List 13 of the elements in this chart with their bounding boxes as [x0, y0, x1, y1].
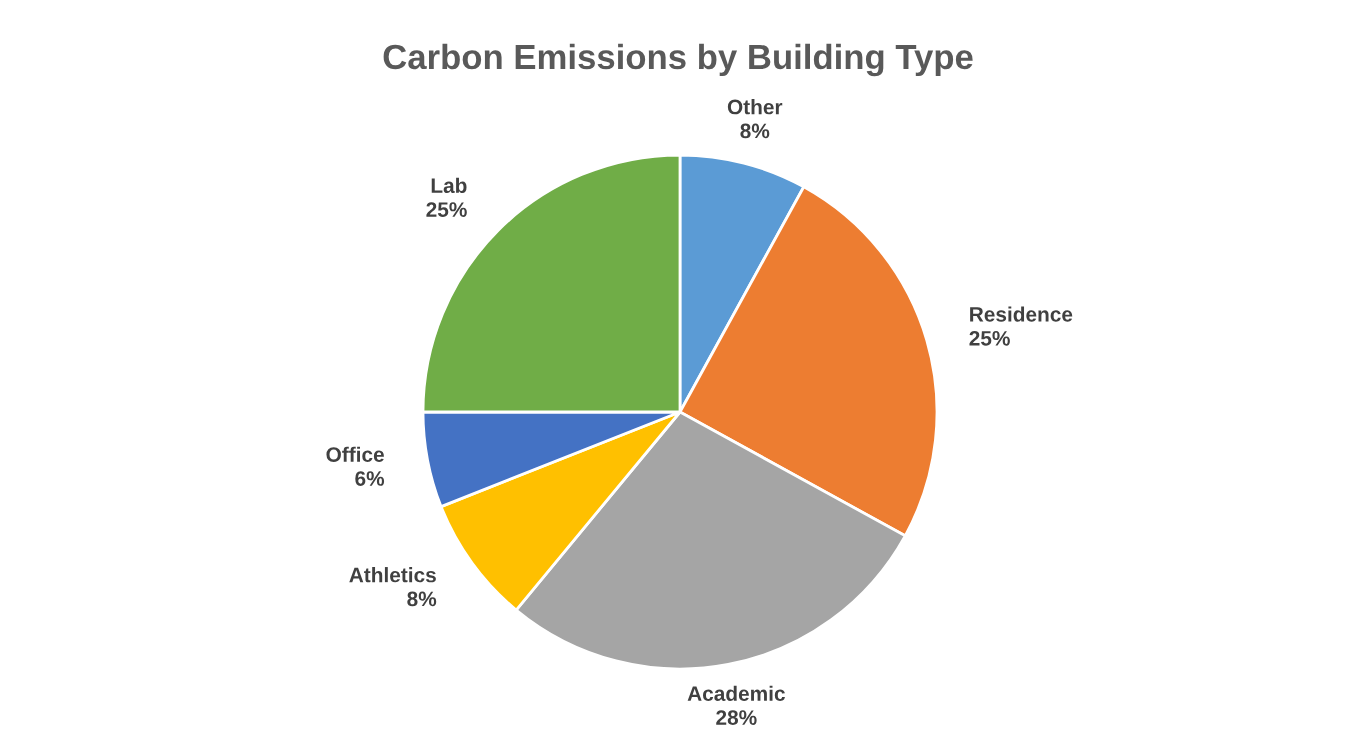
slice-label: Academic — [687, 685, 785, 701]
slice-label: Office — [326, 446, 384, 462]
slice-label: Athletics — [349, 567, 436, 583]
data-label: 25% — [426, 202, 467, 217]
data-label: 8% — [740, 123, 770, 139]
slice-label: Other — [727, 99, 783, 115]
slice-label: Residence — [970, 306, 1073, 322]
slice-label: Lab — [431, 177, 467, 193]
data-label: 6% — [355, 471, 385, 486]
chart-title: Carbon Emissions by Building Type — [383, 43, 973, 77]
data-label: 28% — [716, 710, 757, 725]
data-label: 25% — [969, 330, 1010, 346]
data-label: 8% — [407, 591, 437, 607]
